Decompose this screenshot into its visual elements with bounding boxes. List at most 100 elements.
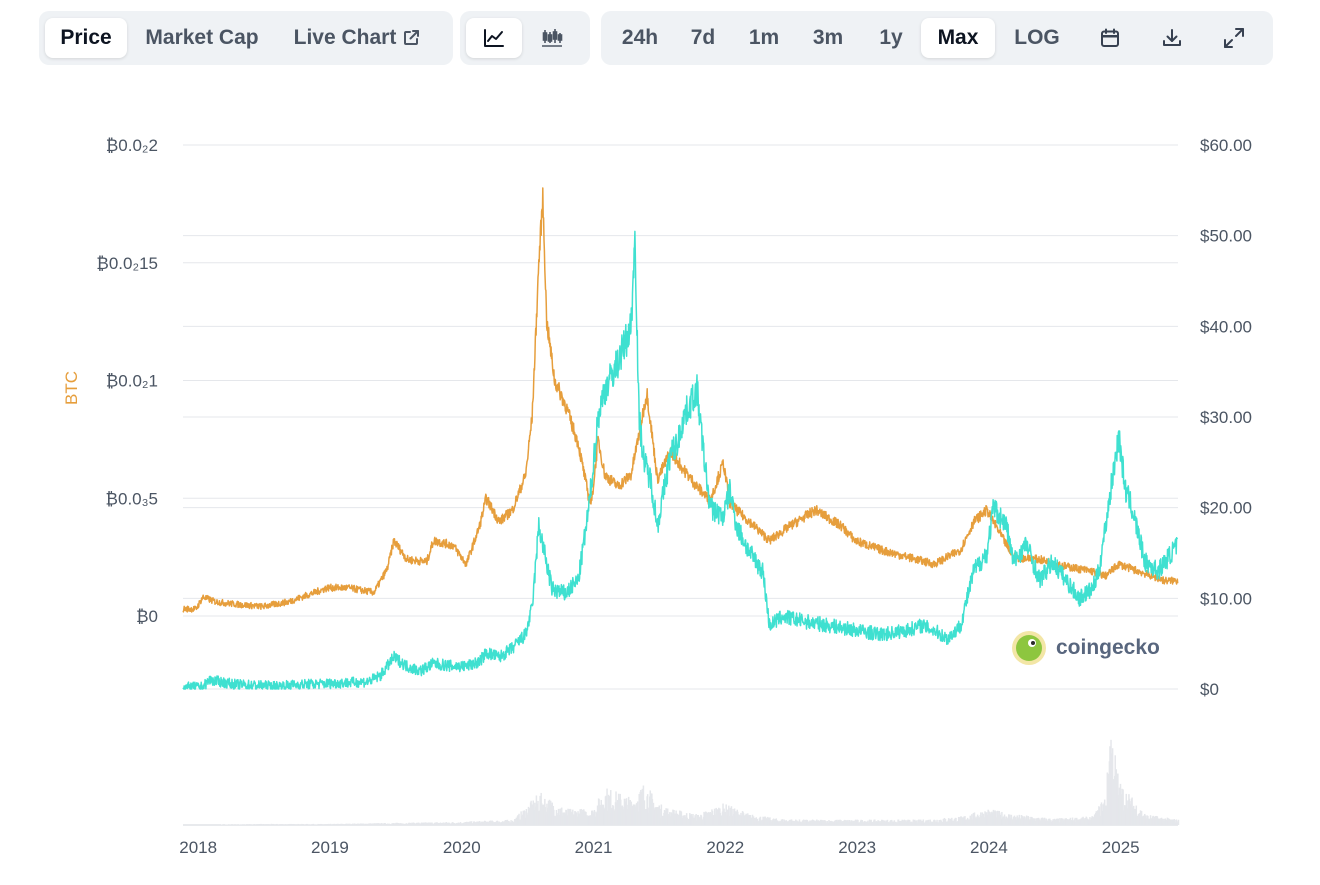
volume-bar [244,824,247,825]
range-3m[interactable]: 3m [812,26,844,49]
volume-bar [789,819,792,825]
volume-bar [764,817,767,825]
x-tick-label: 2022 [706,838,744,857]
calendar-button[interactable] [1079,18,1141,58]
candlestick-chart-button[interactable] [522,18,582,58]
tab-market-cap[interactable]: Market Cap [145,26,259,49]
volume-bar [855,819,857,825]
volume-bar [631,805,634,825]
volume-bar [889,820,892,825]
volume-bar [1049,818,1051,825]
volume-bar [680,811,683,825]
volume-bar [672,809,674,825]
log-scale-toggle[interactable]: LOG [1014,26,1060,49]
chart-type-toggle [460,11,590,65]
download-button[interactable] [1141,18,1203,58]
range-1m[interactable]: 1m [748,26,780,49]
volume-bar [669,812,671,825]
volume-bar [1175,819,1178,825]
volume-bar [350,824,353,825]
volume-bar [811,819,814,825]
volume-bar [1075,817,1078,825]
volume-bar [240,824,243,825]
right-tick-label: $10.00 [1200,589,1252,608]
volume-bar [431,822,433,825]
volume-bar [358,823,360,825]
volume-bar [725,804,727,825]
volume-bar [276,824,279,825]
volume-bar [577,813,580,825]
data-type-tabs: Price Market Cap Live Chart [39,11,453,65]
left-tick-label: ₿0.0₂1 [106,372,158,391]
volume-bar [1028,816,1030,825]
range-max[interactable]: Max [921,18,995,58]
volume-bar [293,823,295,825]
volume-bar [652,802,655,825]
volume-bar [532,800,535,825]
volume-bar [822,820,824,825]
volume-bar [482,821,484,825]
right-tick-label: $30.00 [1200,408,1252,427]
volume-bar [347,823,349,825]
x-tick-label: 2019 [311,838,349,857]
volume-bar [243,824,246,825]
right-axis-ticks: $0 $10.00 $20.00 $30.00 $40.00 $50.00 $60.00 [1200,136,1252,699]
volume-bar [330,824,333,825]
volume-bar [749,814,752,825]
volume-bar [525,809,528,825]
volume-bar [247,824,250,825]
volume-bar [523,810,526,825]
volume-bar [788,819,791,825]
right-tick-label: $0 [1200,680,1219,699]
volume-bar [572,809,574,825]
volume-bar [315,824,318,825]
volume-bar [496,820,499,825]
volume-bar [1174,820,1176,825]
volume-bar [964,816,966,825]
volume-bar [718,807,720,825]
volume-bar [922,819,925,825]
volume-bar [1118,787,1121,825]
volume-bar [1081,817,1083,825]
volume-bar [740,815,743,825]
coingecko-logo-icon [1012,631,1046,665]
live-chart-label: Live Chart [293,26,397,49]
volume-bar [314,824,316,825]
x-tick-label: 2023 [838,838,876,857]
volume-bar [830,820,832,825]
volume-bar [1089,817,1091,825]
volume-bar [958,817,960,825]
volume-bar [515,817,518,825]
range-7d[interactable]: 7d [690,26,716,49]
volume-bar [381,823,383,825]
volume-bar [283,824,286,825]
volume-bar [547,800,550,825]
volume-bar [955,817,957,825]
volume-bar [235,824,238,825]
volume-bar [411,822,414,825]
volume-bar [981,812,984,825]
range-24h[interactable]: 24h [621,26,659,49]
volume-bar [252,824,254,825]
volume-bar [670,812,673,825]
volume-bar [272,823,275,825]
volume-bar [246,824,249,825]
volume-bar [1122,789,1124,825]
expand-button[interactable] [1203,18,1265,58]
watermark-text: coingecko [1056,636,1160,659]
tab-price[interactable]: Price [45,18,127,58]
volume-bar [768,817,770,825]
volume-bar [860,819,862,825]
volume-bar [839,819,841,825]
volume-bar [609,790,612,825]
range-1y[interactable]: 1y [879,26,903,49]
x-tick-label: 2018 [179,838,217,857]
volume-bar [658,805,660,825]
volume-bar [632,804,635,825]
tab-live-chart[interactable]: Live Chart [277,18,437,58]
volume-bar [751,814,754,825]
volume-bar [690,814,693,825]
line-chart-button[interactable] [466,18,522,58]
volume-bar [1135,805,1138,825]
